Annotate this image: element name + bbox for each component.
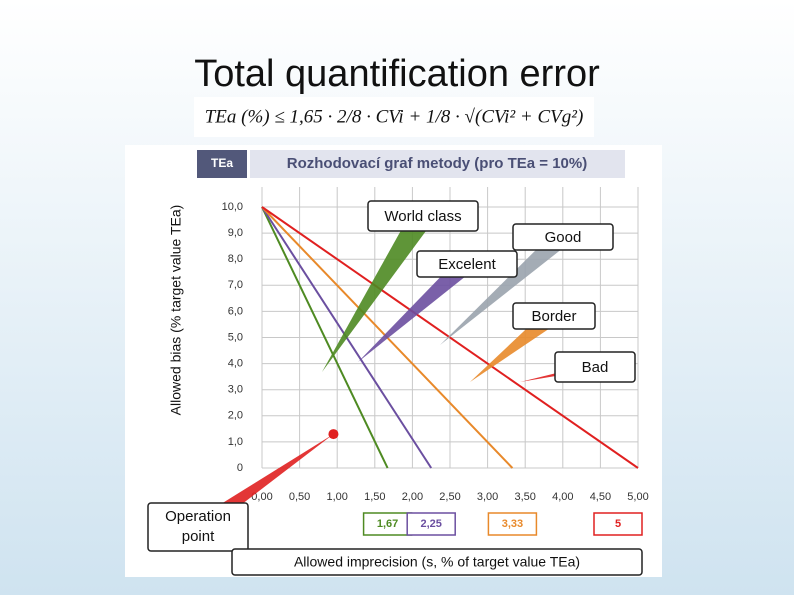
callout-pointer bbox=[322, 216, 437, 372]
y-tick-label: 4,0 bbox=[228, 358, 243, 370]
chart-title: Rozhodovací graf metody (pro TEa = 10%) bbox=[287, 155, 587, 172]
x-tick-label: 4,50 bbox=[590, 491, 611, 503]
x-tick-label: 2,50 bbox=[439, 491, 460, 503]
x-tick-label: 3,00 bbox=[477, 491, 498, 503]
callout-label: Good bbox=[545, 229, 582, 246]
callout-label: Border bbox=[531, 308, 576, 325]
x-tick-label: 2,00 bbox=[402, 491, 423, 503]
y-tick-label: 1,0 bbox=[228, 436, 243, 448]
callout-box bbox=[554, 351, 636, 383]
y-tick-label: 2,0 bbox=[228, 410, 243, 422]
y-tick-label: 8,0 bbox=[228, 253, 243, 265]
x-tick-label: 1,00 bbox=[326, 491, 347, 503]
intercept-box bbox=[406, 512, 456, 536]
operation-point bbox=[328, 429, 339, 440]
x-tick-label: 5,00 bbox=[627, 491, 648, 503]
x-label-box bbox=[231, 548, 643, 576]
y-tick-label: 0 bbox=[237, 462, 243, 474]
y-tick-label: 10,0 bbox=[222, 201, 243, 213]
callout-label: Excelent bbox=[438, 256, 496, 273]
x-tick-label: 1,50 bbox=[364, 491, 385, 503]
y-axis-label: Allowed bias (% target value TEa) bbox=[168, 205, 184, 416]
intercept-box bbox=[593, 512, 643, 536]
callout-label: Bad bbox=[582, 359, 609, 376]
intercept-label: 3,33 bbox=[502, 518, 523, 530]
series-line bbox=[261, 206, 389, 469]
slide-title: Total quantification error bbox=[194, 53, 600, 95]
intercept-label: 1,67 bbox=[377, 518, 398, 530]
series-line bbox=[261, 206, 639, 469]
x-axis-label: Allowed imprecision (s, % of target valu… bbox=[294, 554, 580, 570]
x-tick-label: 4,00 bbox=[552, 491, 573, 503]
callout-label: World class bbox=[384, 208, 461, 225]
callout-box bbox=[416, 250, 518, 278]
callout-box bbox=[147, 502, 249, 552]
header-tag-box bbox=[197, 150, 247, 178]
header-tag: TEa bbox=[211, 156, 233, 170]
callout-pointer bbox=[470, 316, 568, 382]
y-tick-label: 9,0 bbox=[228, 227, 243, 239]
intercept-label: 2,25 bbox=[420, 518, 441, 530]
x-tick-label: 0,50 bbox=[289, 491, 310, 503]
formula: TEa (%) ≤ 1,65 · 2/8 · CVi + 1/8 · √(CVi… bbox=[205, 106, 584, 127]
callout-box bbox=[512, 302, 596, 330]
intercept-box bbox=[487, 512, 538, 536]
callout-box bbox=[512, 223, 614, 251]
formula-box bbox=[194, 97, 594, 137]
intercept-label: 5 bbox=[615, 518, 621, 530]
y-tick-label: 6,0 bbox=[228, 305, 243, 317]
y-tick-label: 3,0 bbox=[228, 384, 243, 396]
callout-box bbox=[367, 200, 479, 232]
x-tick-label: 0,00 bbox=[251, 491, 272, 503]
y-tick-label: 5,0 bbox=[228, 331, 243, 343]
x-tick-label: 3,50 bbox=[514, 491, 535, 503]
header-bar bbox=[250, 150, 625, 178]
y-tick-label: 7,0 bbox=[228, 279, 243, 291]
callout-label: Operation point bbox=[165, 508, 231, 545]
callout-pointer bbox=[440, 237, 577, 345]
callout-pointer bbox=[358, 264, 481, 362]
